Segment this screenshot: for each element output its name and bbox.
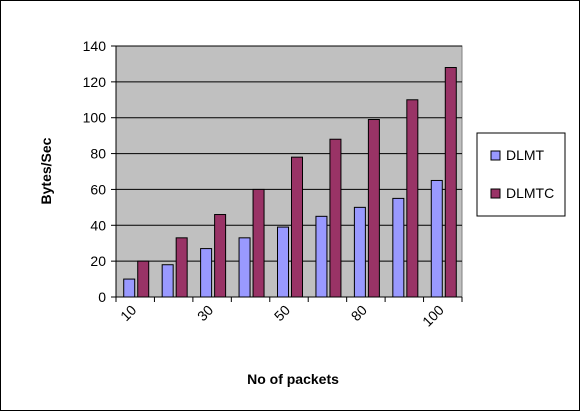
bar-dlmt-20 [161, 264, 174, 298]
y-axis-title: Bytes/Sec [38, 137, 54, 204]
y-tick-label: 100 [83, 110, 107, 126]
bar-dlmt-100 [430, 179, 443, 298]
bar-dlmt-50 [277, 226, 289, 298]
legend-swatch-dlmtc [490, 188, 501, 199]
bar-dlmtc-90 [406, 99, 419, 298]
bar-dlmt-30 [200, 248, 213, 298]
bar-dlmtc-20 [175, 237, 188, 298]
bar-dlmtc-100 [444, 67, 457, 298]
legend-label-dlmt: DLMT [506, 147, 545, 163]
bar-dlmt-80 [353, 206, 366, 298]
bar-dlmtc-10 [137, 260, 150, 298]
bar-dlmtc-30 [214, 214, 227, 298]
legend-label-dlmtc: DLMTC [506, 185, 554, 201]
bar-dlmt-10 [123, 278, 136, 298]
x-tick-label: 10 [117, 302, 139, 324]
y-tick-label: 120 [83, 74, 107, 90]
bar-dlmt-60 [315, 215, 328, 298]
bar-dlmtc-40 [252, 188, 265, 298]
legend-box [476, 132, 566, 217]
y-tick-label: 60 [90, 181, 106, 197]
bar-dlmtc-80 [367, 119, 380, 298]
bar-dlmtc-60 [329, 138, 342, 298]
bar-dlmt-40 [238, 237, 251, 298]
y-tick-label: 0 [98, 289, 106, 305]
bar-dlmtc-50 [291, 156, 303, 298]
x-axis: 10 30 50 80 100 [115, 296, 463, 330]
x-tick-label: 80 [348, 302, 370, 324]
legend-swatch-dlmt [490, 150, 501, 161]
bar-dlmt-90 [392, 197, 405, 298]
y-tick-label: 40 [90, 217, 106, 233]
y-tick-label: 80 [90, 146, 106, 162]
legend: DLMT DLMTC [476, 132, 566, 217]
x-tick-label: 100 [419, 302, 447, 330]
x-tick-label: 30 [194, 302, 216, 324]
y-axis: 0 20 40 60 80 100 120 140 [83, 38, 117, 305]
y-tick-label: 140 [83, 38, 107, 54]
x-axis-title: No of packets [247, 371, 339, 387]
x-tick-label: 50 [271, 302, 293, 324]
y-tick-label: 20 [90, 253, 106, 269]
